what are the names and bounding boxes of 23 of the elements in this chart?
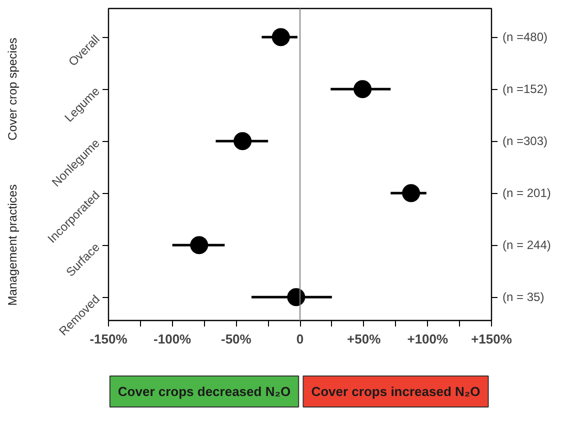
x-tick-label: -100% [154,332,192,346]
point [272,28,290,46]
point [354,80,372,98]
x-tick-label: -50% [220,332,252,346]
text: Management practices [6,184,20,306]
text: (n =152) [502,82,548,96]
text: (n =303) [502,134,548,148]
text: (n = 35) [502,290,544,304]
x-tick-label: +150% [471,332,512,346]
x-tick-label: -150% [90,332,128,346]
point [287,288,306,306]
point [234,132,252,150]
point [190,236,208,254]
text: (n =480) [502,30,548,44]
text: Cover crops increased N₂O [311,384,480,399]
text: Cover crop species [6,38,20,140]
text: (n = 201) [502,186,551,200]
x-tick-label: +100% [407,332,449,346]
x-tick-label: +50% [347,332,382,346]
point [402,184,420,202]
text: Cover crops decreased N₂O [118,384,291,399]
text: (n = 244) [502,238,551,252]
x-tick-label: 0 [296,332,304,346]
